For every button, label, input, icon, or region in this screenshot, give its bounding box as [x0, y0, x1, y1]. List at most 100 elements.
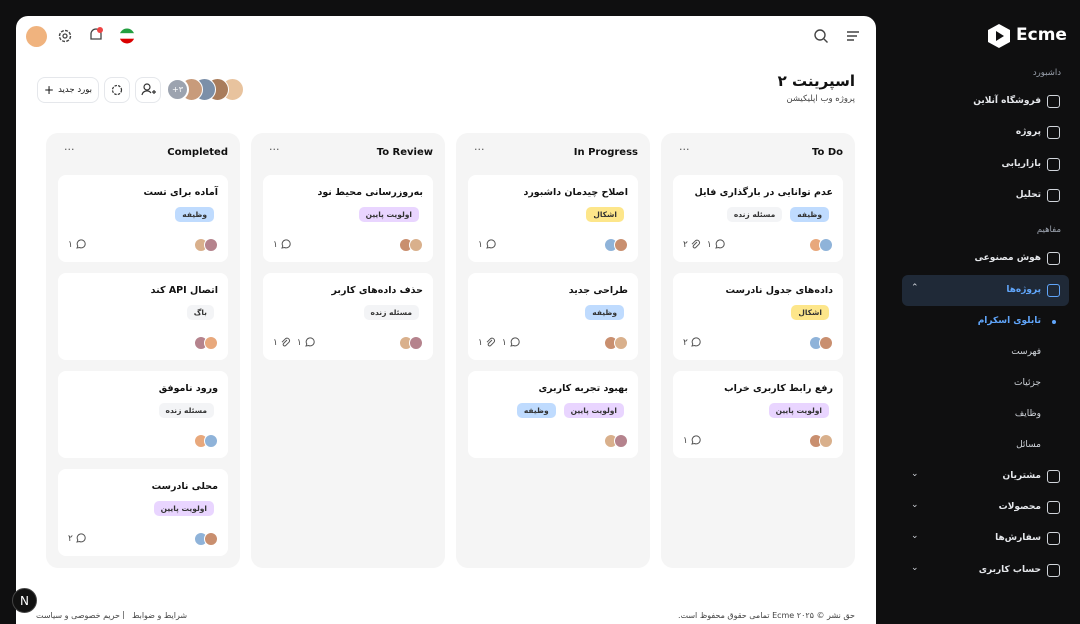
- attachment-count: ۱: [478, 337, 483, 348]
- card-title: ورود ناموفق: [158, 383, 218, 394]
- sidebar-item[interactable]: حساب کاربری: [978, 564, 1041, 575]
- sidebar-subitem[interactable]: مسائل: [1016, 439, 1041, 450]
- sidebar-item[interactable]: تحلیل: [1015, 189, 1041, 200]
- column-title: To Review: [376, 147, 433, 158]
- task-card[interactable]: به‌روزرسانی محیط نود اولویت پایین ۱: [263, 175, 433, 262]
- task-card[interactable]: بهبود تجربه کاربری اولویت پایین وظیفه: [468, 371, 638, 458]
- comment-count: ۱: [501, 337, 507, 348]
- attachments: ۱: [478, 337, 496, 348]
- sidebar-item[interactable]: بازاریابی: [1001, 158, 1041, 169]
- tag-row: اولویت پایین وظیفه: [516, 403, 624, 418]
- add-member-button[interactable]: [135, 77, 161, 103]
- column-menu[interactable]: ···: [269, 143, 280, 156]
- task-card[interactable]: ورود ناموفق مسئله زنده: [58, 371, 228, 458]
- board-title: اسپرینت ۲: [777, 72, 855, 90]
- sidebar-item[interactable]: هوش مصنوعی: [974, 253, 1041, 264]
- assignee-avatar: [819, 238, 833, 252]
- card-counts: ۱: [478, 239, 496, 250]
- card-counts: ۲: [68, 533, 86, 544]
- attachment-icon: [691, 239, 700, 249]
- comment-icon: [304, 337, 315, 347]
- tag: وظیفه: [790, 207, 829, 222]
- search-icon[interactable]: [813, 28, 829, 44]
- sidebar-item[interactable]: پروژه: [1015, 127, 1041, 138]
- task-card[interactable]: رفع رابط کاربری خراب اولویت پایین ۱: [673, 371, 843, 458]
- notification-icon[interactable]: [88, 27, 104, 44]
- board-settings-button[interactable]: [104, 77, 130, 103]
- tag: وظیفه: [585, 305, 624, 320]
- sidebar-subitem[interactable]: جزئیات: [1014, 377, 1041, 388]
- comment-count: ۱: [706, 239, 712, 250]
- terms-link[interactable]: شرایط و ضوابط: [132, 611, 188, 620]
- plus-icon: +: [44, 83, 55, 97]
- board-column: To Do ··· عدم توانایی در بارگذاری فایل وظیف…: [661, 133, 855, 568]
- gear-icon: [111, 84, 123, 96]
- sidebar-item[interactable]: محصولات: [998, 502, 1041, 513]
- sidebar-subitem[interactable]: وظایف: [1014, 408, 1041, 419]
- task-card[interactable]: اصلاح چیدمان داشبورد اشکال ۱: [468, 175, 638, 262]
- sidebar-icon: [1047, 95, 1060, 108]
- assignees: [604, 336, 628, 350]
- attachment-count: ۲: [683, 239, 688, 250]
- comments: ۲: [683, 337, 701, 348]
- sidebar-icon: [1047, 188, 1060, 202]
- column-menu[interactable]: ···: [474, 143, 485, 156]
- card-counts: ۱: [273, 239, 291, 250]
- assignees: [194, 532, 218, 546]
- comment-count: ۲: [68, 533, 73, 544]
- sidebar-section-label: مفاهیم: [1036, 225, 1061, 236]
- sidebar-icon: [1047, 532, 1060, 546]
- task-card[interactable]: محلی نادرست اولویت پایین ۲: [58, 469, 228, 556]
- user-avatar[interactable]: [26, 26, 47, 47]
- tag: اولویت پایین: [768, 403, 829, 418]
- sidebar-subitem[interactable]: تابلوی اسکرام: [977, 315, 1041, 326]
- tag: اشکال: [791, 305, 829, 320]
- more-members[interactable]: +۳: [166, 78, 189, 101]
- dev-badge[interactable]: N: [12, 588, 37, 613]
- chevron: ⌄: [911, 500, 919, 511]
- tag-row: اولویت پایین: [768, 403, 829, 418]
- sidebar-icon: [1047, 252, 1060, 266]
- new-board-button[interactable]: بورد جدید +: [37, 77, 99, 103]
- comment-icon: [691, 337, 701, 347]
- sidebar-subitem[interactable]: فهرست: [1011, 346, 1041, 357]
- column-menu[interactable]: ···: [64, 143, 75, 156]
- column-menu[interactable]: ···: [679, 143, 690, 156]
- assignee-avatar: [204, 238, 218, 252]
- chevron: ⌄: [911, 531, 919, 542]
- sidebar-item[interactable]: سفارش‌ها: [995, 533, 1041, 544]
- task-card[interactable]: طراحی جدید وظیفه ۱ ۱: [468, 273, 638, 360]
- card-counts: ۱: [683, 435, 701, 446]
- sidebar-icon: [1047, 501, 1060, 515]
- sidebar-item[interactable]: مشتریان: [1002, 470, 1041, 481]
- task-card[interactable]: آماده برای تست وظیفه ۱: [58, 175, 228, 262]
- comment-icon: [281, 239, 291, 249]
- settings-icon[interactable]: [57, 28, 73, 44]
- task-card[interactable]: اتصال API کند باگ: [58, 273, 228, 360]
- logo-icon: [988, 24, 1010, 48]
- assignee-avatar: [204, 336, 218, 350]
- assignee-avatar: [614, 336, 628, 350]
- tag-row: باگ: [186, 305, 214, 320]
- tag: وظیفه: [175, 207, 214, 222]
- column-title: To Do: [811, 147, 843, 158]
- tag: اولویت پایین: [358, 207, 419, 222]
- language-flag[interactable]: [119, 28, 135, 44]
- task-card[interactable]: عدم توانایی در بارگذاری فایل وظیفه مسئله ز…: [673, 175, 843, 262]
- copyright: حق نشر © ۲۰۲۵ Ecme تمامی حقوق محفوظ است.: [677, 611, 855, 620]
- comments: ۱: [707, 239, 725, 250]
- privacy-link[interactable]: حریم خصوصی و سیاست: [36, 611, 120, 620]
- card-title: بهبود تجربه کاربری: [538, 383, 628, 394]
- task-card[interactable]: داده‌های جدول نادرست اشکال ۲: [673, 273, 843, 360]
- comment-icon: [509, 337, 520, 347]
- tag: مسئله زنده: [158, 403, 214, 418]
- menu-icon[interactable]: [845, 28, 861, 44]
- sidebar-item[interactable]: فروشگاه آنلاین: [973, 96, 1041, 106]
- assignee-avatar: [204, 532, 218, 546]
- sidebar-item[interactable]: پروژه‌ها: [1006, 284, 1041, 295]
- task-card[interactable]: حذف داده‌های کاربر مسئله زنده ۱ ۱: [263, 273, 433, 360]
- separator: |: [122, 610, 125, 619]
